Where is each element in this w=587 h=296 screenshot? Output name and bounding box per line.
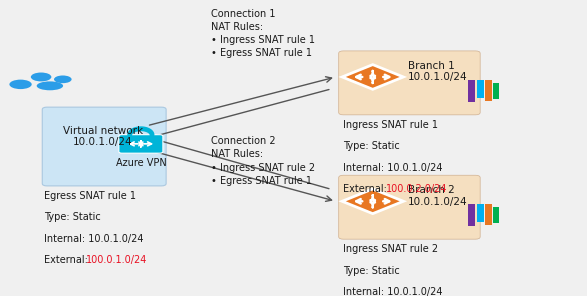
Text: 100.0.2.0/24: 100.0.2.0/24: [386, 184, 447, 194]
FancyBboxPatch shape: [119, 135, 163, 153]
Text: Egress SNAT rule 1: Egress SNAT rule 1: [44, 191, 136, 201]
Text: Branch 1
10.0.1.0/24: Branch 1 10.0.1.0/24: [408, 61, 468, 82]
Ellipse shape: [36, 81, 63, 90]
Text: Type: Static: Type: Static: [343, 266, 400, 276]
FancyBboxPatch shape: [485, 80, 492, 101]
Text: 100.0.1.0/24: 100.0.1.0/24: [86, 255, 148, 265]
FancyBboxPatch shape: [493, 207, 499, 223]
Text: Azure VPN: Azure VPN: [116, 158, 166, 168]
Polygon shape: [342, 65, 403, 89]
Ellipse shape: [54, 75, 72, 83]
FancyBboxPatch shape: [477, 204, 484, 222]
Text: Connection 1
NAT Rules:
• Ingress SNAT rule 1
• Egress SNAT rule 1: Connection 1 NAT Rules: • Ingress SNAT r…: [211, 9, 315, 59]
FancyBboxPatch shape: [468, 80, 475, 102]
Text: Internal: 10.0.1.0/24: Internal: 10.0.1.0/24: [44, 234, 144, 244]
Text: Internal: 10.0.1.0/24: Internal: 10.0.1.0/24: [343, 287, 443, 296]
Text: External:: External:: [44, 255, 91, 265]
Text: Ingress SNAT rule 1: Ingress SNAT rule 1: [343, 120, 438, 130]
Text: Connection 2
NAT Rules:
• Ingress SNAT rule 2
• Egress SNAT rule 1: Connection 2 NAT Rules: • Ingress SNAT r…: [211, 136, 315, 186]
Text: Type: Static: Type: Static: [44, 212, 101, 222]
FancyBboxPatch shape: [493, 83, 499, 99]
Text: Virtual network
10.0.1.0/24: Virtual network 10.0.1.0/24: [63, 126, 143, 147]
Text: Ingress SNAT rule 2: Ingress SNAT rule 2: [343, 244, 438, 254]
Text: External:: External:: [343, 184, 390, 194]
FancyBboxPatch shape: [468, 204, 475, 226]
Text: Branch 2
10.0.1.0/24: Branch 2 10.0.1.0/24: [408, 185, 468, 207]
FancyBboxPatch shape: [339, 175, 480, 239]
FancyBboxPatch shape: [42, 107, 166, 186]
Ellipse shape: [9, 80, 32, 89]
Polygon shape: [342, 189, 403, 214]
Text: Type: Static: Type: Static: [343, 141, 400, 151]
FancyBboxPatch shape: [339, 51, 480, 115]
Text: Internal: 10.0.1.0/24: Internal: 10.0.1.0/24: [343, 163, 443, 173]
Ellipse shape: [31, 73, 52, 81]
FancyBboxPatch shape: [485, 204, 492, 225]
FancyBboxPatch shape: [477, 80, 484, 98]
